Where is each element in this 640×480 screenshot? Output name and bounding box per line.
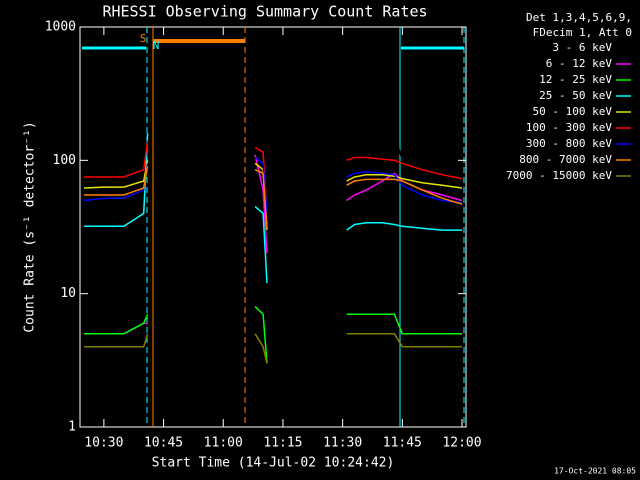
series-line	[84, 333, 462, 364]
series-line	[84, 166, 463, 231]
legend-header: FDecim 1, Att 0	[533, 26, 632, 39]
legend-label: 800 - 7000 keV	[519, 153, 612, 166]
footer: 17-Oct-2021 08:05	[554, 467, 636, 476]
legend-label: 50 - 100 keV	[533, 105, 613, 118]
annotation: N	[153, 39, 160, 52]
legend-label: 7000 - 15000 keV	[506, 169, 612, 182]
y-tick-label: 1000	[45, 20, 76, 35]
annotation: S	[140, 32, 147, 45]
legend-label: 300 - 800 keV	[526, 137, 612, 150]
series-line	[84, 133, 462, 284]
y-axis-label: Count Rate (s⁻¹ detector⁻¹)	[23, 121, 38, 332]
y-tick-label: 10	[60, 286, 76, 301]
chart-title: RHESSI Observing Summary Count Rates	[102, 3, 427, 21]
x-axis-label: Start Time (14-Jul-02 10:24:42)	[152, 456, 395, 471]
x-tick-label: 10:30	[84, 436, 123, 451]
legend-label: 25 - 50 keV	[539, 89, 612, 102]
legend-label: 12 - 25 keV	[539, 73, 612, 86]
legend-header: Det 1,3,4,5,6,9,	[526, 11, 632, 24]
y-tick-label: 100	[53, 153, 76, 168]
y-tick-label: 1	[68, 420, 76, 435]
x-tick-label: 11:30	[323, 436, 362, 451]
legend-label: 3 - 6 keV	[552, 41, 612, 54]
x-tick-label: 10:45	[144, 436, 183, 451]
x-tick-label: 12:00	[442, 436, 481, 451]
legend-label: 6 - 12 keV	[546, 57, 613, 70]
legend-label: 100 - 300 keV	[526, 121, 612, 134]
x-tick-label: 11:15	[263, 436, 302, 451]
series-line	[84, 306, 462, 364]
plot-frame	[79, 26, 467, 428]
x-tick-label: 11:45	[383, 436, 422, 451]
x-tick-label: 11:00	[204, 436, 243, 451]
